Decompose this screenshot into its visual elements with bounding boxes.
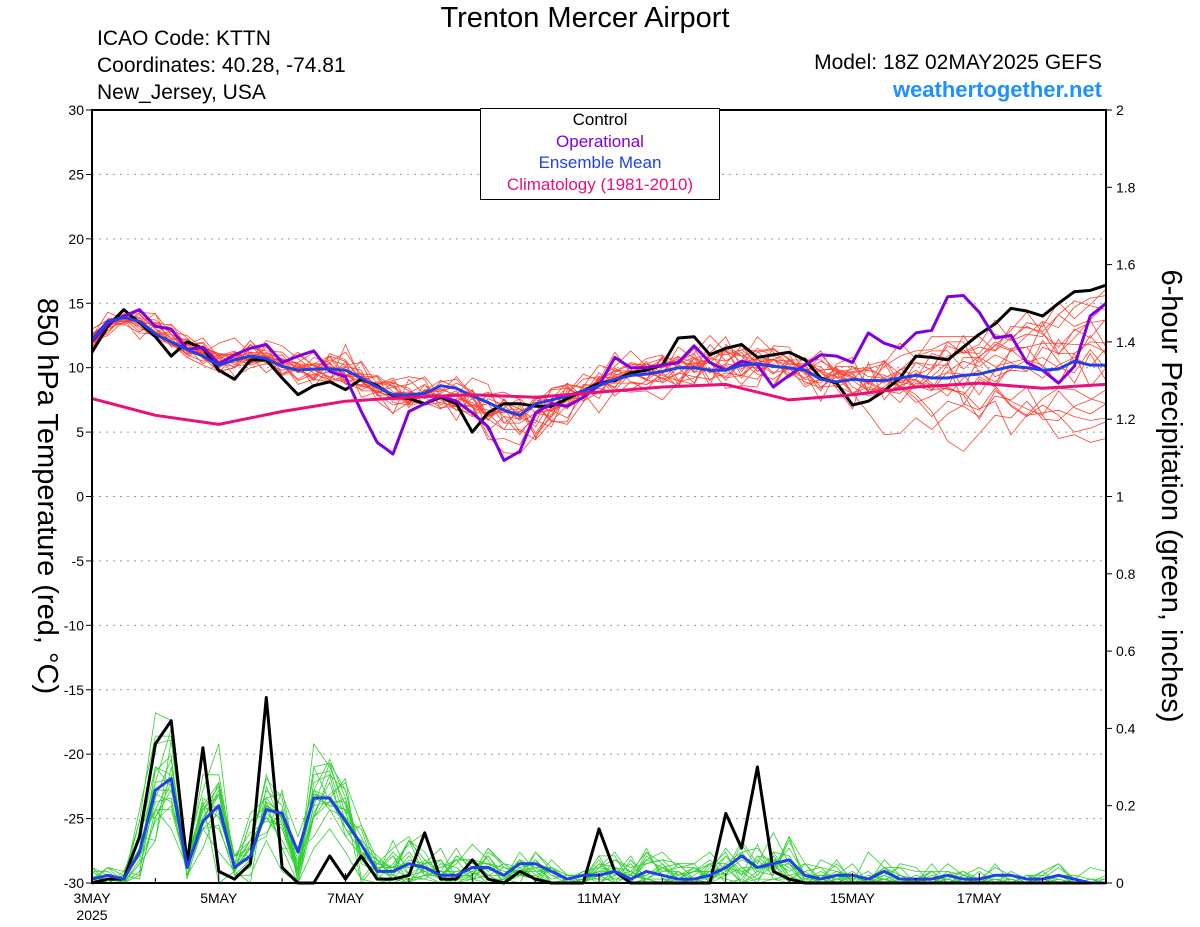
x-tick-sublabel: 2025: [76, 907, 107, 923]
y-left-tick-label: -20: [64, 746, 84, 762]
y-left-tick-label: 20: [68, 231, 84, 247]
x-tick-label: 5MAY: [200, 890, 238, 906]
x-tick-label: 15MAY: [830, 890, 876, 906]
y-right-tick-label: 1.8: [1116, 179, 1136, 195]
x-tick-label: 9MAY: [454, 890, 492, 906]
legend-ensemble-mean: Ensemble Mean: [538, 153, 662, 172]
coordinates: Coordinates: 40.28, -74.81: [97, 54, 346, 77]
page-title: Trenton Mercer Airport: [440, 2, 730, 34]
temp-member-line: [91, 288, 1107, 435]
y-left-tick-label: -5: [72, 553, 85, 569]
temp-members: [91, 288, 1107, 455]
y-left-tick-label: -25: [64, 811, 84, 827]
temp-member-line: [91, 319, 1107, 436]
legend-climatology: Climatology (1981-2010): [506, 174, 694, 194]
y-left-tick-label: -30: [64, 875, 84, 891]
y-right-tick-label: 0.4: [1116, 720, 1136, 736]
model-run: Model: 18Z 02MAY2025 GEFS: [814, 51, 1102, 74]
y-right-tick-label: 0.6: [1116, 643, 1136, 659]
legend: Control Operational Ensemble Mean Climat…: [480, 108, 720, 200]
climatology-1981-2010-temperature-line: [91, 381, 1107, 426]
icao-code: ICAO Code: KTTN: [97, 27, 271, 50]
x-tick-label: 11MAY: [577, 890, 621, 906]
y-right-tick-label: 1.6: [1116, 257, 1136, 273]
y-left-tick-label: 30: [68, 102, 84, 118]
x-tick-label: 3MAY: [73, 890, 111, 906]
y-axis-title-left: 850 hPa Temperature (red, °C): [31, 298, 63, 694]
temp-member-line: [91, 295, 1107, 420]
y-left-tick-label: 5: [76, 424, 84, 440]
y-right-tick-label: 2: [1116, 102, 1124, 118]
y-left-tick-label: -15: [64, 682, 84, 698]
precip-members: [91, 712, 1107, 885]
axes: 302520151050-5-10-15-20-25-3021.81.61.41…: [64, 102, 1136, 923]
grid: [92, 173, 1106, 820]
y-right-tick-label: 0.2: [1116, 798, 1136, 814]
y-left-tick-label: -10: [64, 617, 84, 633]
legend-control: Control: [572, 110, 628, 129]
precip-member-line: [91, 757, 1107, 884]
y-left-tick-label: 25: [68, 166, 84, 182]
highlight-series: [90, 283, 1107, 885]
y-right-tick-label: 1.2: [1116, 411, 1136, 427]
y-left-tick-label: 15: [68, 295, 84, 311]
region: New_Jersey, USA: [97, 81, 266, 104]
y-right-tick-label: 0: [1116, 875, 1124, 891]
legend-operational: Operational: [556, 131, 644, 151]
y-right-tick-label: 1.4: [1116, 334, 1136, 350]
y-right-tick-label: 0.8: [1116, 566, 1136, 582]
y-right-tick-label: 1: [1116, 489, 1124, 505]
x-tick-label: 17MAY: [957, 890, 1003, 906]
ensemble-mean-temperature-line: [90, 315, 1106, 417]
y-left-tick-label: 10: [68, 360, 84, 376]
x-tick-label: 13MAY: [703, 890, 749, 906]
x-tick-label: 7MAY: [327, 890, 365, 906]
y-axis-title-right: 6-hour Precipitation (green, inches): [1155, 270, 1187, 723]
website-link[interactable]: weathertogether.net: [892, 77, 1102, 102]
temp-member-line: [91, 304, 1107, 455]
y-left-tick-label: 0: [76, 489, 84, 505]
